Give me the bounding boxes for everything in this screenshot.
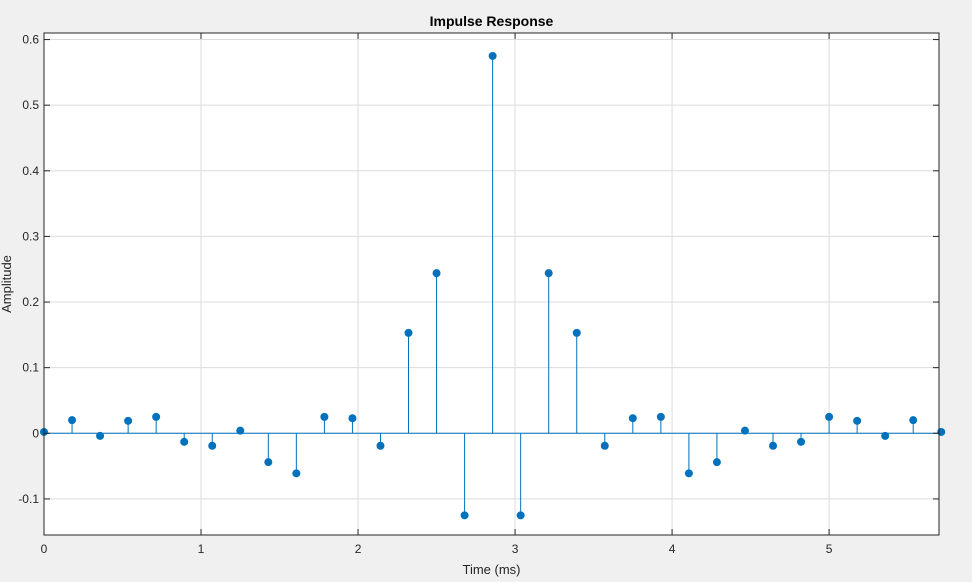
stem-marker bbox=[292, 469, 301, 478]
stem-marker bbox=[264, 458, 273, 467]
stem-marker bbox=[348, 414, 357, 423]
stem-marker bbox=[825, 412, 834, 421]
stem-marker bbox=[572, 328, 581, 337]
stem-marker bbox=[740, 426, 749, 435]
x-tick-label: 3 bbox=[512, 542, 519, 556]
y-axis-label: Amplitude bbox=[0, 255, 14, 313]
stem-marker bbox=[544, 269, 553, 278]
stem-marker bbox=[432, 269, 441, 278]
y-tick-label: 0.1 bbox=[22, 361, 39, 375]
stem-marker bbox=[516, 511, 525, 520]
axis-ticks bbox=[43, 33, 939, 535]
y-tick-label: 0.4 bbox=[22, 164, 39, 178]
stem-marker bbox=[909, 416, 918, 425]
stem-marker bbox=[797, 437, 806, 446]
y-tick-label: 0.3 bbox=[22, 229, 39, 243]
stem-marker bbox=[684, 469, 693, 478]
stem-marker bbox=[488, 51, 497, 60]
x-tick-label: 0 bbox=[41, 542, 48, 556]
y-tick-label: 0.2 bbox=[22, 295, 39, 309]
x-tick-label: 4 bbox=[669, 542, 676, 556]
x-tick-label: 2 bbox=[355, 542, 362, 556]
stem-marker bbox=[656, 412, 665, 421]
stem-marker bbox=[853, 416, 862, 425]
stem-marker bbox=[600, 441, 609, 450]
stem-marker bbox=[376, 441, 385, 450]
x-axis-label: Time (ms) bbox=[462, 562, 520, 577]
y-tick-label: 0.6 bbox=[22, 33, 39, 47]
plot-area bbox=[44, 33, 939, 535]
plot-frame bbox=[43, 32, 940, 536]
x-tick-label: 5 bbox=[826, 542, 833, 556]
chart-title: Impulse Response bbox=[430, 13, 554, 29]
y-tick-label: -0.1 bbox=[18, 492, 39, 506]
stem-marker bbox=[180, 437, 189, 446]
stem-marker bbox=[124, 416, 133, 425]
stem-marker bbox=[404, 328, 413, 337]
stem-marker bbox=[460, 511, 469, 520]
y-tick-label: 0 bbox=[32, 426, 39, 440]
stem-series bbox=[40, 51, 946, 520]
y-tick-label: 0.5 bbox=[22, 98, 39, 112]
stem-marker bbox=[68, 416, 77, 425]
stem-marker bbox=[236, 426, 245, 435]
tick-labels: 0 1 2 3 4 5 -0.1 0 0.1 0.2 0.3 0.4 0.5 0.6 bbox=[18, 33, 832, 556]
stem-marker bbox=[96, 431, 105, 440]
stem-marker bbox=[937, 427, 946, 436]
stem-marker bbox=[152, 412, 161, 421]
stem-marker bbox=[712, 458, 721, 467]
x-tick-label: 1 bbox=[198, 542, 205, 556]
stem-marker bbox=[881, 431, 890, 440]
stem-marker bbox=[320, 412, 329, 421]
stem-marker bbox=[769, 441, 778, 450]
stem-marker bbox=[208, 441, 217, 450]
stem-marker bbox=[628, 414, 637, 423]
